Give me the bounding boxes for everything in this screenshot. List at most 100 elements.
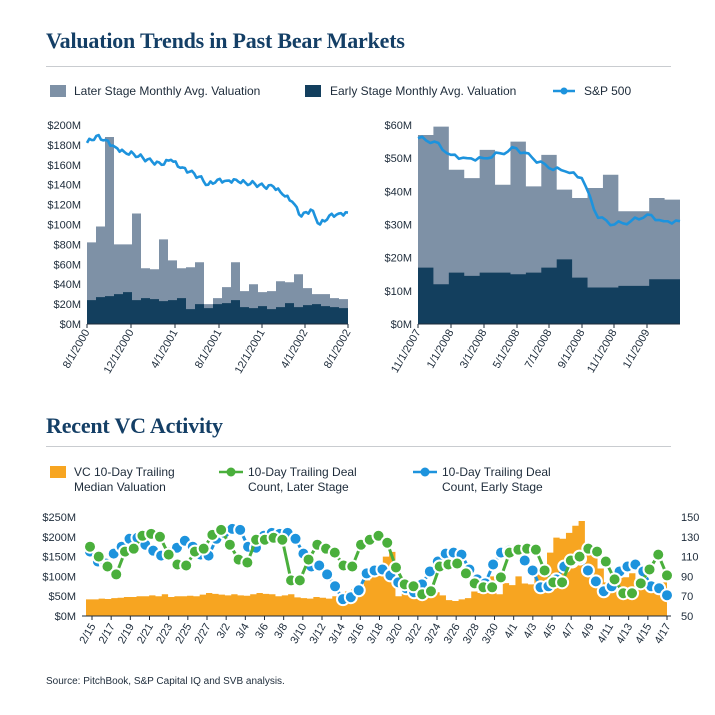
- chart2-xtick: 3/1/2008: [458, 328, 490, 371]
- chart3-xtick: 3/14: [327, 622, 348, 647]
- chart3-xtick: 3/8: [272, 622, 290, 641]
- title-rule-2: [46, 446, 671, 447]
- legend-early-swatch: [305, 85, 321, 97]
- chart2-xtick: 9/1/2008: [556, 328, 588, 371]
- chart3-later-point: [537, 563, 552, 578]
- chart1-ytick: $60M: [53, 259, 81, 271]
- chart3-later-point: [423, 584, 438, 599]
- chart1-xtick: 8/1/2002: [322, 328, 354, 371]
- legend-sp-label: S&P 500: [584, 84, 632, 98]
- chart2-ytick: $30M: [384, 220, 412, 232]
- chart1-xtick: 12/1/2000: [102, 328, 137, 376]
- chart3-later-point: [327, 545, 342, 560]
- chart2-ytick: $20M: [384, 253, 412, 265]
- chart1-xtick: 4/1/2001: [149, 328, 181, 371]
- legend-later-count-label: 10-Day Trailing Deal Count, Later Stage: [248, 465, 357, 494]
- chart2-early-area: [418, 259, 680, 324]
- chart3-later-point: [450, 556, 465, 571]
- chart3-later-point: [240, 555, 255, 570]
- chart1-xtick: 12/1/2001: [233, 328, 268, 376]
- chart3-ytick-left: $200M: [42, 532, 76, 544]
- chart3-ytick-left: $100M: [42, 571, 76, 583]
- chart3-later-point: [406, 579, 421, 594]
- chart1-ytick: $120M: [47, 200, 81, 212]
- chart3-early-point: [580, 563, 595, 578]
- title-rule-1: [46, 66, 671, 67]
- chart3-xtick: 3/28: [461, 622, 482, 647]
- chart3-early-point: [312, 558, 327, 573]
- chart3-early-point: [320, 567, 335, 582]
- chart3-xtick: 3/20: [384, 622, 405, 647]
- chart3-xtick: 2/25: [173, 622, 194, 647]
- chart1-sp500-line: [85, 133, 349, 226]
- chart3-median-area: [86, 520, 667, 616]
- legend-early-count-label: 10-Day Trailing Deal Count, Early Stage: [442, 465, 551, 494]
- chart1-ytick: $200M: [47, 120, 81, 132]
- chart3-xtick: 3/18: [365, 622, 386, 647]
- legend-early-label: Early Stage Monthly Avg. Valuation: [330, 84, 517, 98]
- chart3-later-point: [161, 547, 176, 562]
- chart3-xtick: 3/26: [442, 622, 463, 647]
- chart3-early-point: [351, 583, 366, 598]
- chart3-later-point: [275, 532, 290, 547]
- chart1-early-area: [87, 292, 348, 324]
- chart3-xtick: 3/16: [346, 622, 367, 647]
- chart1-xtick: 8/1/2001: [193, 328, 225, 371]
- chart3-xtick: 3/6: [253, 622, 271, 641]
- chart3-early-point: [660, 588, 674, 603]
- chart3-later-point: [109, 567, 124, 582]
- chart2-sp500-line: [417, 135, 681, 227]
- chart3-later-point: [83, 539, 97, 554]
- chart1-ytick: $140M: [47, 180, 81, 192]
- chart3-later-point: [651, 547, 666, 562]
- chart3-early-point: [588, 574, 603, 589]
- chart3-xtick: 4/11: [595, 622, 616, 646]
- chart3-early-point: [328, 579, 343, 594]
- chart3-ytick-left: $150M: [42, 552, 76, 564]
- chart3-later-point: [179, 558, 194, 573]
- chart3-later-point: [301, 552, 316, 567]
- chart1-ytick: $180M: [47, 140, 81, 152]
- chart3-xtick: 4/9: [579, 622, 597, 641]
- chart2-xtick: 11/1/2007: [389, 328, 423, 376]
- chart3-xtick: 2/27: [192, 622, 213, 647]
- chart3-later-point: [126, 541, 141, 556]
- chart3-later-point: [590, 544, 605, 559]
- chart3-xtick: 2/19: [116, 622, 137, 647]
- chart3-xtick: 3/12: [307, 622, 328, 647]
- chart3-later-point: [388, 560, 403, 575]
- chart3-later-point: [625, 586, 640, 601]
- chart3-later-point: [555, 575, 570, 590]
- chart3-later-point: [222, 537, 237, 552]
- chart3-later-point: [214, 522, 229, 537]
- chart3-xtick: 3/22: [403, 622, 424, 647]
- chart3-xtick: 3/2: [215, 622, 233, 641]
- chart3-ytick-left: $50M: [48, 591, 76, 603]
- chart1-ytick: $80M: [53, 239, 81, 251]
- chart3-xtick: 4/5: [541, 622, 559, 641]
- chart3-xtick: 2/23: [154, 622, 175, 647]
- source-note: Source: PitchBook, S&P Capital IQ and SV…: [46, 676, 285, 687]
- chart3-ytick-right: 70: [681, 591, 693, 603]
- chart2-ytick: $40M: [384, 186, 412, 198]
- chart3-later-point: [572, 549, 587, 564]
- chart3-later-point: [345, 559, 360, 574]
- legend-median-swatch: [50, 466, 66, 478]
- chart3-ytick-right: 110: [681, 552, 699, 564]
- chart1-ytick: $20M: [53, 299, 81, 311]
- chart3-xtick: 3/4: [234, 622, 252, 641]
- chart3-later-point: [528, 542, 543, 557]
- chart3-ytick-right: 90: [681, 571, 693, 583]
- chart3-later-point: [598, 554, 613, 569]
- chart2-xtick: 1/1/2009: [621, 328, 653, 371]
- title-recent-vc: Recent VC Activity: [46, 413, 223, 438]
- chart3-early-point: [288, 531, 303, 546]
- chart3-later-point: [196, 541, 211, 556]
- chart3-later-point: [493, 570, 508, 585]
- chart3-ytick-right: 50: [681, 611, 693, 623]
- chart3-ytick-left: $250M: [42, 512, 76, 524]
- chart3-later-point: [607, 572, 622, 587]
- chart3-later-point: [642, 562, 657, 577]
- legend-later-swatch: [50, 85, 66, 97]
